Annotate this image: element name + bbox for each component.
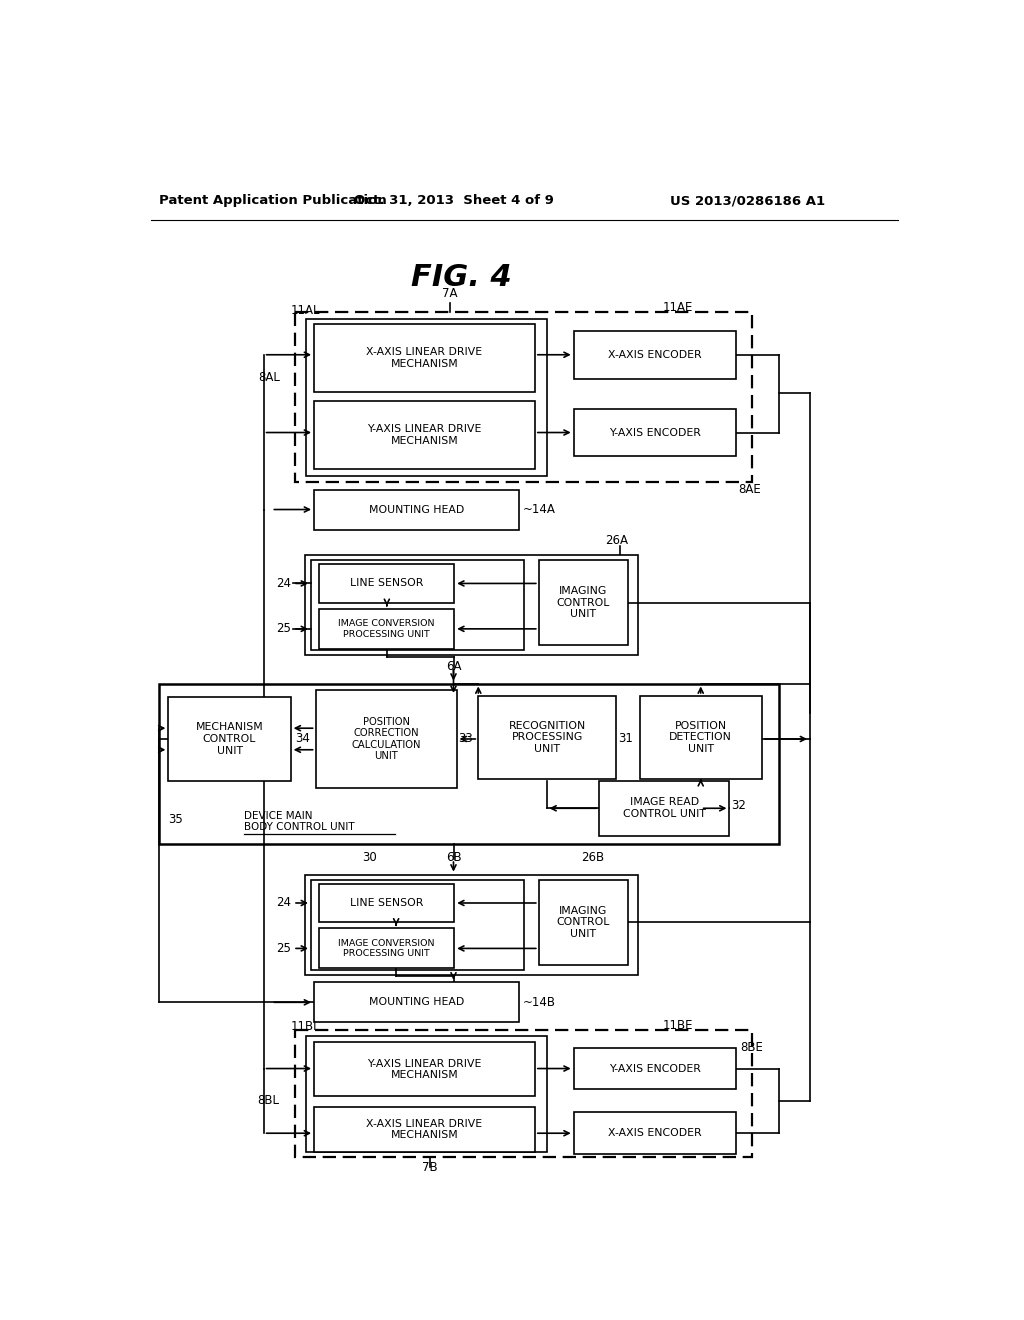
FancyBboxPatch shape [314, 401, 535, 469]
Text: Patent Application Publication: Patent Application Publication [159, 194, 387, 207]
Text: FIG. 4: FIG. 4 [411, 263, 512, 292]
Text: X-AXIS LINEAR DRIVE
MECHANISM: X-AXIS LINEAR DRIVE MECHANISM [367, 347, 482, 368]
Text: 25: 25 [275, 622, 291, 635]
FancyBboxPatch shape [168, 697, 291, 780]
Text: RECOGNITION
PROCESSING
UNIT: RECOGNITION PROCESSING UNIT [509, 721, 586, 754]
FancyBboxPatch shape [314, 490, 519, 529]
Text: Oct. 31, 2013  Sheet 4 of 9: Oct. 31, 2013 Sheet 4 of 9 [353, 194, 553, 207]
Text: Y-AXIS LINEAR DRIVE
MECHANISM: Y-AXIS LINEAR DRIVE MECHANISM [368, 424, 481, 446]
Text: IMAGE CONVERSION
PROCESSING UNIT: IMAGE CONVERSION PROCESSING UNIT [338, 939, 435, 958]
Text: 32: 32 [731, 799, 745, 812]
Text: 11AE: 11AE [663, 301, 693, 314]
Text: DEVICE MAIN
BODY CONTROL UNIT: DEVICE MAIN BODY CONTROL UNIT [245, 810, 355, 832]
Text: 34: 34 [295, 733, 310, 746]
Text: 8BL: 8BL [257, 1094, 280, 1107]
Text: Y-AXIS ENCODER: Y-AXIS ENCODER [609, 1064, 701, 1073]
Text: LINE SENSOR: LINE SENSOR [350, 898, 423, 908]
FancyBboxPatch shape [573, 1048, 736, 1089]
Text: 11AL: 11AL [291, 304, 321, 317]
FancyBboxPatch shape [573, 409, 736, 457]
Text: 8BE: 8BE [740, 1041, 763, 1055]
FancyBboxPatch shape [311, 880, 524, 970]
FancyBboxPatch shape [311, 560, 524, 651]
Text: 26A: 26A [604, 533, 628, 546]
FancyBboxPatch shape [318, 609, 455, 649]
FancyBboxPatch shape [539, 880, 628, 965]
Text: LINE SENSOR: LINE SENSOR [350, 578, 423, 589]
Text: IMAGING
CONTROL
UNIT: IMAGING CONTROL UNIT [557, 586, 610, 619]
Text: 25: 25 [275, 942, 291, 954]
Text: 33: 33 [458, 733, 473, 746]
Text: 24: 24 [275, 896, 291, 909]
FancyBboxPatch shape [573, 1113, 736, 1154]
Text: 24: 24 [275, 577, 291, 590]
Text: 8AL: 8AL [258, 371, 280, 384]
Text: MOUNTING HEAD: MOUNTING HEAD [369, 998, 464, 1007]
Text: MOUNTING HEAD: MOUNTING HEAD [369, 504, 464, 515]
FancyBboxPatch shape [599, 780, 729, 836]
Text: 35: 35 [168, 813, 183, 825]
FancyBboxPatch shape [318, 928, 455, 969]
Text: 26B: 26B [582, 851, 604, 865]
FancyBboxPatch shape [478, 696, 616, 779]
Text: X-AXIS ENCODER: X-AXIS ENCODER [608, 1129, 701, 1138]
Text: IMAGING
CONTROL
UNIT: IMAGING CONTROL UNIT [557, 906, 610, 939]
Text: 11BL: 11BL [291, 1020, 321, 1034]
FancyBboxPatch shape [318, 884, 455, 923]
Text: 6B: 6B [445, 851, 462, 865]
Text: 6A: 6A [445, 660, 461, 673]
FancyBboxPatch shape [305, 874, 638, 974]
Text: ~14B: ~14B [523, 995, 556, 1008]
Text: POSITION
CORRECTION
CALCULATION
UNIT: POSITION CORRECTION CALCULATION UNIT [351, 717, 421, 762]
Text: MECHANISM
CONTROL
UNIT: MECHANISM CONTROL UNIT [196, 722, 263, 755]
Text: IMAGE READ
CONTROL UNIT: IMAGE READ CONTROL UNIT [623, 797, 706, 820]
Text: POSITION
DETECTION
UNIT: POSITION DETECTION UNIT [670, 721, 732, 754]
Text: X-AXIS LINEAR DRIVE
MECHANISM: X-AXIS LINEAR DRIVE MECHANISM [367, 1118, 482, 1140]
Text: 30: 30 [362, 851, 377, 865]
FancyBboxPatch shape [305, 554, 638, 655]
Text: ~14A: ~14A [523, 503, 556, 516]
FancyBboxPatch shape [314, 1107, 535, 1151]
Text: 7B: 7B [423, 1160, 438, 1173]
FancyBboxPatch shape [306, 1036, 547, 1151]
Text: Y-AXIS LINEAR DRIVE
MECHANISM: Y-AXIS LINEAR DRIVE MECHANISM [368, 1059, 481, 1080]
FancyBboxPatch shape [314, 323, 535, 392]
FancyBboxPatch shape [314, 1043, 535, 1096]
FancyBboxPatch shape [573, 331, 736, 379]
Text: Y-AXIS ENCODER: Y-AXIS ENCODER [609, 428, 701, 437]
FancyBboxPatch shape [315, 689, 457, 788]
FancyBboxPatch shape [539, 560, 628, 645]
Text: 11BE: 11BE [663, 1019, 693, 1032]
FancyBboxPatch shape [318, 564, 455, 603]
Text: 7A: 7A [442, 286, 458, 300]
FancyBboxPatch shape [640, 696, 762, 779]
Text: 8AE: 8AE [738, 483, 762, 496]
Text: 31: 31 [618, 733, 633, 746]
Text: IMAGE CONVERSION
PROCESSING UNIT: IMAGE CONVERSION PROCESSING UNIT [338, 619, 435, 639]
Text: X-AXIS ENCODER: X-AXIS ENCODER [608, 350, 701, 360]
FancyBboxPatch shape [314, 982, 519, 1022]
Text: US 2013/0286186 A1: US 2013/0286186 A1 [671, 194, 825, 207]
FancyBboxPatch shape [159, 684, 779, 843]
FancyBboxPatch shape [306, 318, 547, 477]
